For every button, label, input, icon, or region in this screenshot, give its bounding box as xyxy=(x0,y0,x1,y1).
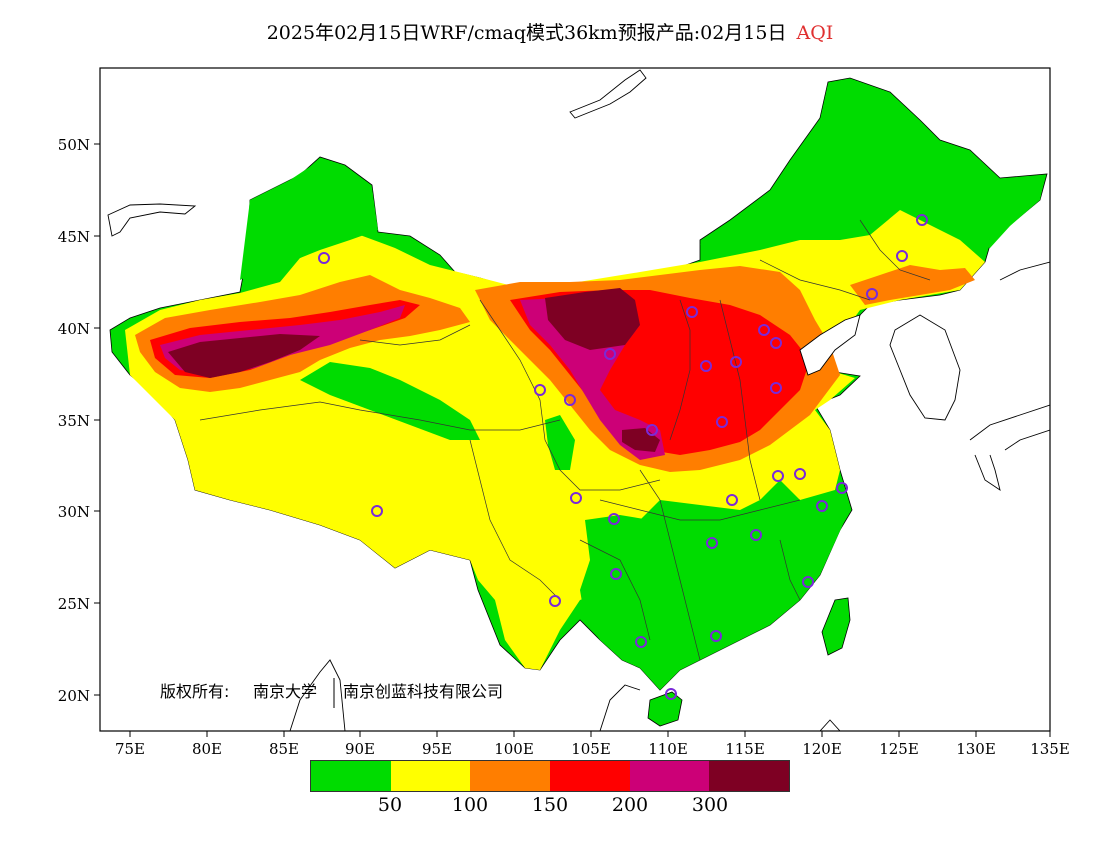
station-marker xyxy=(794,468,806,480)
station-marker xyxy=(318,252,330,264)
map-frame xyxy=(99,67,1051,732)
station-marker xyxy=(772,470,784,482)
station-marker xyxy=(896,250,908,262)
map-title: 2025年02月15日WRF/cmaq模式36km预报产品:02月15日 AQI xyxy=(0,18,1100,45)
korea-coastline xyxy=(889,314,961,421)
station-marker xyxy=(549,595,561,607)
lon-label: 95E xyxy=(422,740,452,758)
green-patch-qinghai xyxy=(300,362,480,440)
taiwan-island xyxy=(821,597,851,656)
aqi-zone-hazardous-north xyxy=(545,288,640,350)
station-marker xyxy=(635,636,647,648)
green-patch-sichuan xyxy=(545,415,575,470)
station-marker xyxy=(916,214,928,226)
station-marker xyxy=(608,513,620,525)
legend-label: 150 xyxy=(531,794,569,816)
aqi-zone-hazardous-west xyxy=(168,334,320,378)
province-borders xyxy=(199,219,931,661)
hainan-island xyxy=(647,691,683,727)
lat-label: 35N xyxy=(58,412,90,430)
station-marker xyxy=(802,576,814,588)
map-plot-area: 版权所有: 南京大学 南京创蓝科技有限公司 xyxy=(100,68,1050,731)
legend-label: 100 xyxy=(451,794,489,816)
station-marker xyxy=(770,382,782,394)
copyright-org1: 南京大学 xyxy=(253,682,317,701)
legend-label: 50 xyxy=(377,794,403,816)
legend-swatch-good xyxy=(311,761,391,791)
lat-label: 20N xyxy=(58,687,90,705)
station-marker xyxy=(816,500,828,512)
station-marker xyxy=(866,288,878,300)
lon-label: 135E xyxy=(1030,740,1070,758)
station-marker xyxy=(836,482,848,494)
station-marker xyxy=(750,529,762,541)
russia-coastline xyxy=(999,261,1050,281)
legend-swatch-hazardous xyxy=(709,761,790,791)
legend-label: 300 xyxy=(691,794,729,816)
lat-axis xyxy=(94,143,100,696)
lat-label: 40N xyxy=(58,320,90,338)
legend-swatch-very-unhealthy xyxy=(629,761,710,791)
variable-label: AQI xyxy=(796,22,834,44)
station-marker xyxy=(570,492,582,504)
lon-label: 105E xyxy=(571,740,611,758)
lon-label: 85E xyxy=(269,740,299,758)
station-marker xyxy=(534,384,546,396)
japan-coastline xyxy=(969,404,1050,492)
lon-label: 80E xyxy=(192,740,222,758)
station-marker xyxy=(610,568,622,580)
station-marker xyxy=(716,416,728,428)
lon-label: 125E xyxy=(879,740,919,758)
green-patch-north-xinjiang xyxy=(240,160,378,280)
station-marker xyxy=(710,630,722,642)
lat-label: 25N xyxy=(58,595,90,613)
lon-axis xyxy=(129,731,1051,737)
aqi-zone-sensitive-liaoning xyxy=(850,265,975,305)
lon-label: 75E xyxy=(115,740,145,758)
lat-label: 45N xyxy=(58,228,90,246)
title-text: 2025年02月15日WRF/cmaq模式36km预报产品:02月15日 xyxy=(266,22,787,44)
legend-swatch-moderate xyxy=(390,761,471,791)
copyright-org2: 南京创蓝科技有限公司 xyxy=(343,682,503,701)
lon-labels: 75E 80E 85E 90E 95E 100E 105E 110E 115E … xyxy=(115,740,1070,758)
station-marker xyxy=(730,356,742,368)
lon-label: 120E xyxy=(802,740,842,758)
station-marker xyxy=(564,394,576,406)
lat-label: 30N xyxy=(58,503,90,521)
station-marker xyxy=(726,494,738,506)
station-marker xyxy=(371,505,383,517)
legend-swatch-sensitive xyxy=(470,761,551,791)
station-marker xyxy=(758,324,770,336)
station-marker xyxy=(686,306,698,318)
station-markers xyxy=(318,214,928,700)
lon-label: 110E xyxy=(648,740,688,758)
station-marker xyxy=(604,348,616,360)
legend-label: 200 xyxy=(611,794,649,816)
station-marker xyxy=(646,424,658,436)
station-marker xyxy=(700,360,712,372)
lon-label: 90E xyxy=(345,740,375,758)
green-patch-northeast xyxy=(700,80,1045,248)
station-marker xyxy=(770,337,782,349)
aqi-color-legend xyxy=(310,760,790,792)
legend-swatch-unhealthy xyxy=(550,761,630,791)
lat-label: 50N xyxy=(58,136,90,154)
caspian-coastline xyxy=(107,203,197,237)
lon-label: 115E xyxy=(725,740,765,758)
bohai-coastline xyxy=(799,314,861,376)
lat-labels: 50N 45N 40N 35N 30N 25N 20N xyxy=(58,136,90,705)
lon-label: 100E xyxy=(494,740,534,758)
southeast-asia-coastline xyxy=(289,659,841,731)
copyright-label: 版权所有: xyxy=(160,682,229,701)
station-marker xyxy=(706,537,718,549)
baikal-coastline xyxy=(569,69,647,119)
lon-label: 130E xyxy=(956,740,996,758)
station-marker xyxy=(665,688,677,700)
